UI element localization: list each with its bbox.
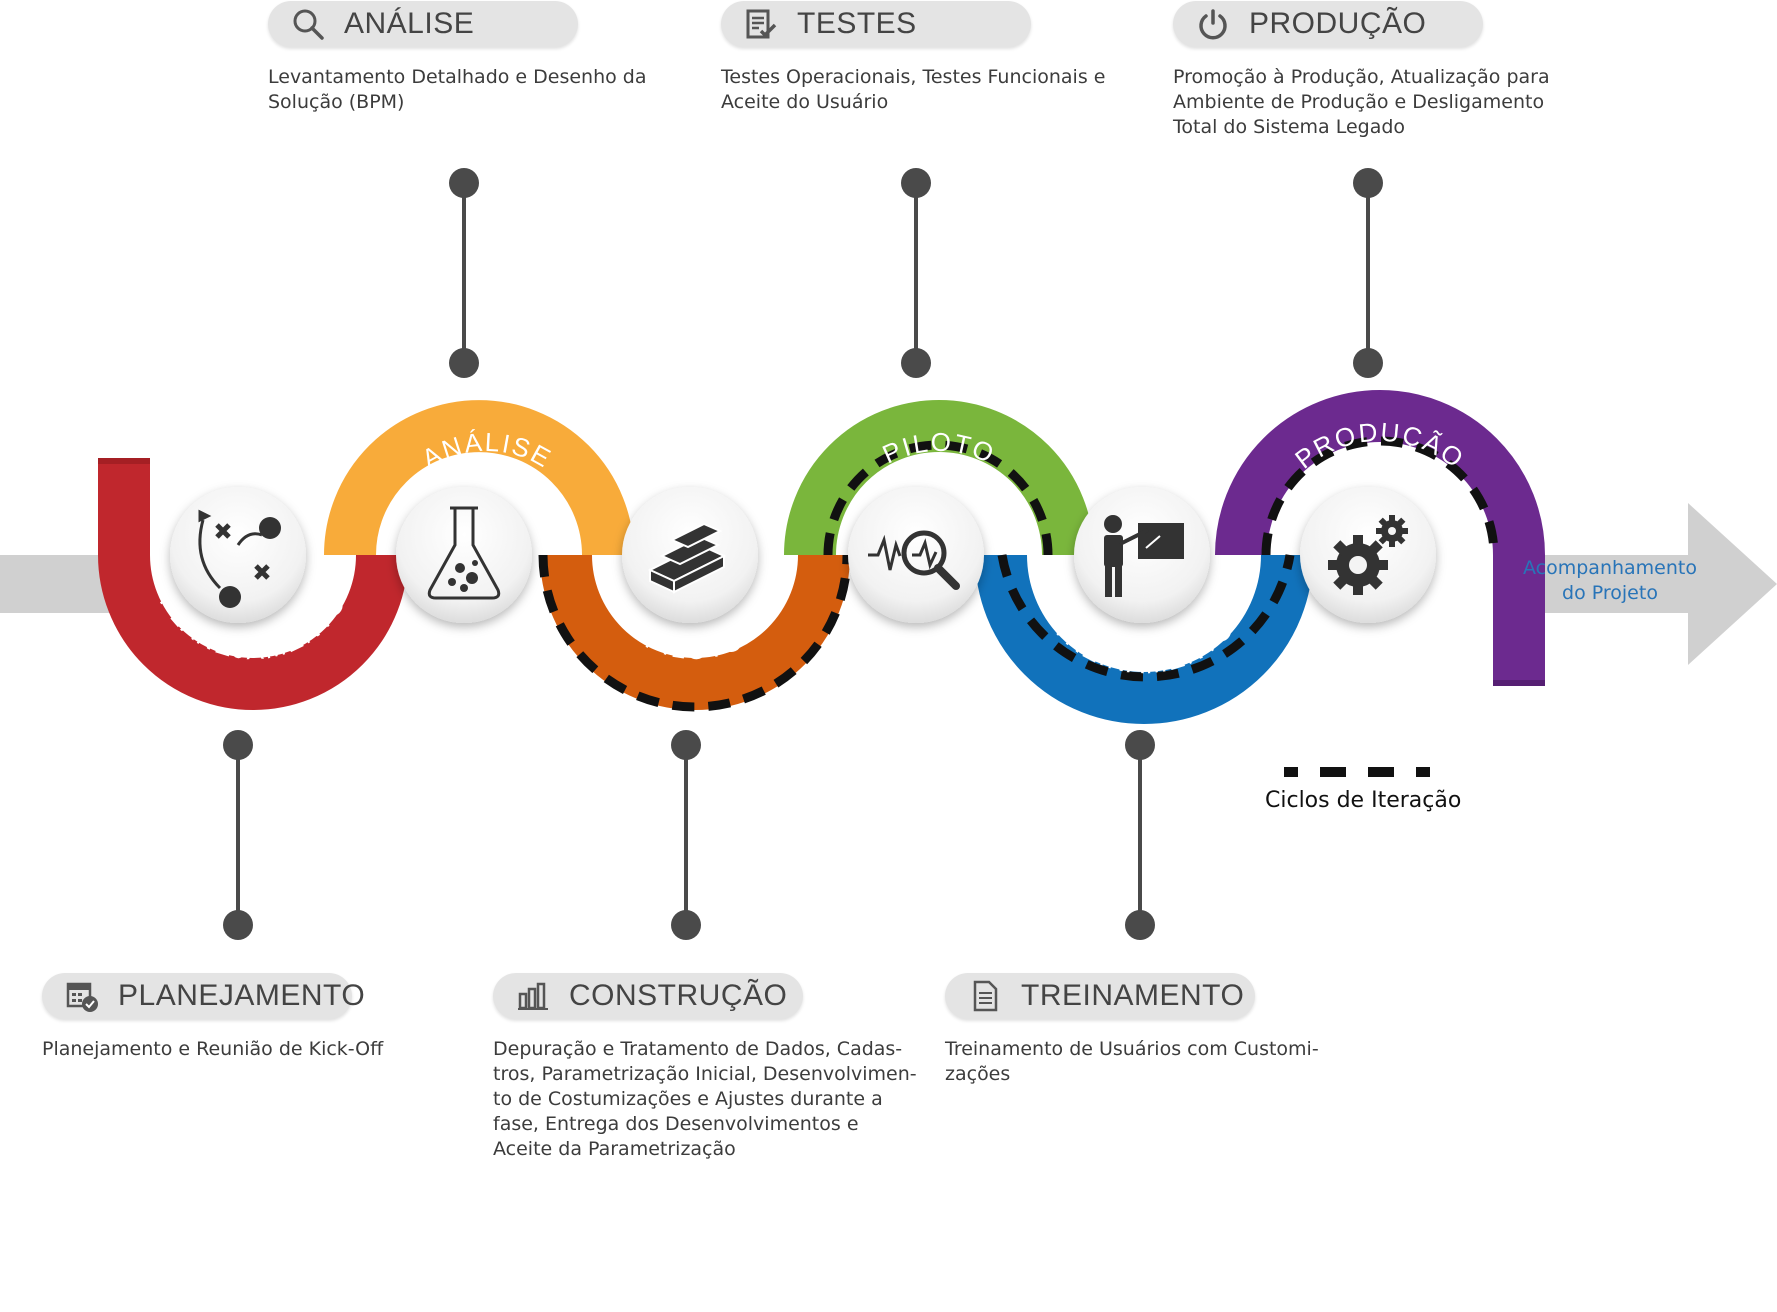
card-title-construcao: CONSTRUÇÃO [569, 979, 788, 1012]
card-title-producao: PRODUÇÃO [1249, 7, 1427, 40]
card-desc-treinamento: Treinamento de Usuários com Customi- zaç… [945, 1038, 1319, 1085]
card-title-testes: TESTES [797, 7, 917, 40]
connector-planejamento [223, 730, 253, 940]
legend-dashes [1284, 767, 1430, 777]
card-producao: PRODUÇÃO [1173, 1, 1483, 47]
wave-segment-analise [324, 400, 634, 556]
strategy-icon [198, 509, 281, 608]
connectors [223, 168, 1383, 940]
iteration-loops [538, 436, 1499, 712]
bricks-icon [647, 522, 727, 594]
connector-testes [901, 168, 931, 378]
card-treinamento: TREINAMENTO [945, 973, 1255, 1019]
card-testes: TESTES [721, 1, 1031, 47]
flask-icon [427, 506, 501, 600]
arrow-head [1688, 503, 1777, 665]
connector-treinamento [1125, 730, 1155, 940]
wave-magnifier-icon [868, 530, 960, 590]
calendar-icon [66, 982, 98, 1012]
gears-icon [1328, 515, 1408, 595]
legend-label: Ciclos de Iteração [1265, 788, 1462, 813]
wave-segment-producao [1215, 390, 1545, 684]
presenter-icon [1104, 515, 1184, 597]
connector-producao [1353, 168, 1383, 378]
iteration-loop-construction [538, 554, 852, 712]
iteration-loop-production [1261, 436, 1499, 556]
card-desc-analise: Levantamento Detalhado e Desenho da Solu… [268, 66, 647, 113]
arrow-body-left [0, 555, 110, 613]
bar-chart-icon [518, 982, 548, 1010]
wave-segment-piloto-green [784, 400, 1094, 556]
card-construcao: CONSTRUÇÃO [493, 973, 803, 1019]
document-icon [973, 980, 998, 1012]
card-title-treinamento: TREINAMENTO [1021, 979, 1245, 1012]
iteration-loop-pilot [823, 440, 1053, 556]
search-icon [293, 9, 324, 40]
wave-start-cap [98, 458, 150, 464]
wave-segment-piloto-orange [540, 554, 850, 710]
card-analise: ANÁLISE [268, 1, 578, 47]
card-title-planejamento: PLANEJAMENTO [118, 979, 366, 1012]
card-desc-construcao: Depuração e Tratamento de Dados, Cadas- … [493, 1038, 917, 1160]
checklist-icon [746, 9, 777, 39]
arrow-note: Acompanhamento do Projeto [1523, 557, 1697, 604]
card-desc-testes: Testes Operacionais, Testes Funcionais e… [721, 66, 1106, 113]
card-desc-producao: Promoção à Produção, Atualização para Am… [1173, 66, 1550, 138]
wave-segment-planejamento [98, 460, 408, 710]
card-desc-planejamento: Planejamento e Reunião de Kick-Off [42, 1038, 384, 1060]
wave-end-cap [1493, 680, 1545, 686]
power-icon [1199, 9, 1227, 40]
card-planejamento: PLANEJAMENTO [42, 973, 365, 1019]
card-title-analise: ANÁLISE [344, 7, 475, 40]
connector-construcao [671, 730, 701, 940]
wave-segment-treinamento [975, 554, 1313, 724]
connector-analise [449, 168, 479, 378]
wave [98, 390, 1545, 724]
